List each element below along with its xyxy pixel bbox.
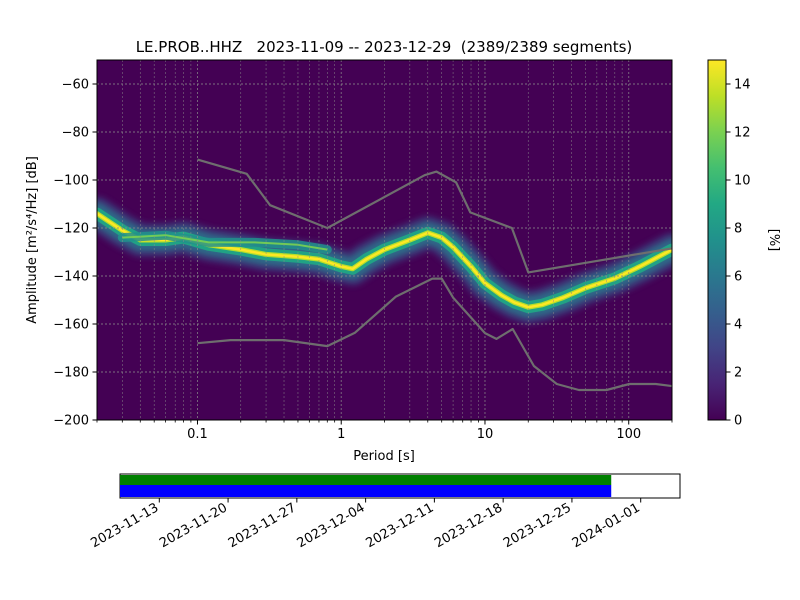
y-tick-label: −80 <box>62 126 89 141</box>
colorbar: 0 2 4 6 8 10 12 14 [%] <box>707 59 781 429</box>
noise-models <box>197 158 672 392</box>
secondary-branch-core <box>122 234 328 251</box>
x-tick-label: 100 <box>616 427 641 442</box>
colorbar-tick-label: 2 <box>734 366 742 381</box>
colorbar-tick-label: 0 <box>734 414 742 429</box>
colorbar-label: [%] <box>766 229 781 252</box>
y-tick-label: −140 <box>53 270 89 285</box>
y-tick-label: −160 <box>53 318 89 333</box>
colorbar-tick-label: 6 <box>734 270 742 285</box>
colorbar-ticks: 0 2 4 6 8 10 12 14 <box>726 78 751 429</box>
y-tick-label: −120 <box>53 222 89 237</box>
timeline-tick-label: 2023-12-04 <box>295 500 368 551</box>
colorbar-tick-label: 10 <box>734 174 751 189</box>
x-axis: 0.1 1 10 100 <box>96 420 673 442</box>
new-low-noise-model <box>197 277 672 392</box>
timeline-tick-label: 2023-11-20 <box>157 500 230 551</box>
colorbar-tick-label: 12 <box>734 126 751 141</box>
timeline-tick-label: 2023-12-11 <box>363 500 436 551</box>
chart-title: LE.PROB..HHZ 2023-11-09 -- 2023-12-29 (2… <box>136 38 633 56</box>
timeline-ticks: 2023-11-132023-11-202023-11-272023-12-04… <box>88 498 643 551</box>
x-tick-label: 1 <box>337 427 345 442</box>
x-axis-label: Period [s] <box>353 449 415 464</box>
timeline-bar <box>120 475 612 485</box>
plot-area <box>96 59 673 421</box>
y-axis: −60 −80 −100 −120 −140 −160 −180 −200 <box>53 78 97 429</box>
y-tick-label: −180 <box>53 366 89 381</box>
timeline-bar <box>120 485 612 497</box>
timeline: 2023-11-132023-11-202023-11-272023-12-04… <box>88 473 681 551</box>
grid-lines <box>97 60 672 420</box>
timeline-tick-label: 2023-12-25 <box>501 500 574 551</box>
timeline-tick-label: 2024-01-01 <box>570 500 643 551</box>
y-tick-label: −60 <box>62 78 89 93</box>
y-tick-label: −100 <box>53 174 89 189</box>
timeline-tick-label: 2023-11-13 <box>88 500 161 551</box>
colorbar-tick-label: 8 <box>734 222 742 237</box>
colorbar-tick-label: 14 <box>734 78 751 93</box>
new-high-noise-model <box>197 158 672 274</box>
x-tick-label: 0.1 <box>187 427 208 442</box>
colorbar-gradient <box>707 59 727 421</box>
y-axis-label: Amplitude [m²/s⁴/Hz] [dB] <box>25 156 40 324</box>
timeline-bars <box>120 475 612 497</box>
timeline-tick-label: 2023-11-27 <box>226 500 299 551</box>
colorbar-tick-label: 4 <box>734 318 742 333</box>
y-tick-label: −200 <box>53 414 89 429</box>
x-tick-label: 10 <box>477 427 494 442</box>
timeline-tick-label: 2023-12-18 <box>432 500 505 551</box>
